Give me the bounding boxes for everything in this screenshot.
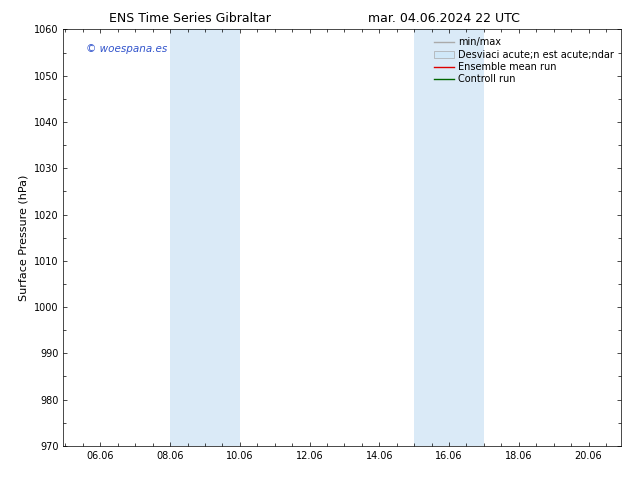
Text: ENS Time Series Gibraltar: ENS Time Series Gibraltar	[109, 12, 271, 25]
Bar	[414, 29, 484, 446]
Text: © woespana.es: © woespana.es	[86, 44, 167, 54]
Bar	[170, 29, 240, 446]
Legend: min/max, Desviaci acute;n est acute;ndar, Ensemble mean run, Controll run: min/max, Desviaci acute;n est acute;ndar…	[431, 34, 616, 87]
Text: mar. 04.06.2024 22 UTC: mar. 04.06.2024 22 UTC	[368, 12, 520, 25]
Y-axis label: Surface Pressure (hPa): Surface Pressure (hPa)	[18, 174, 29, 301]
